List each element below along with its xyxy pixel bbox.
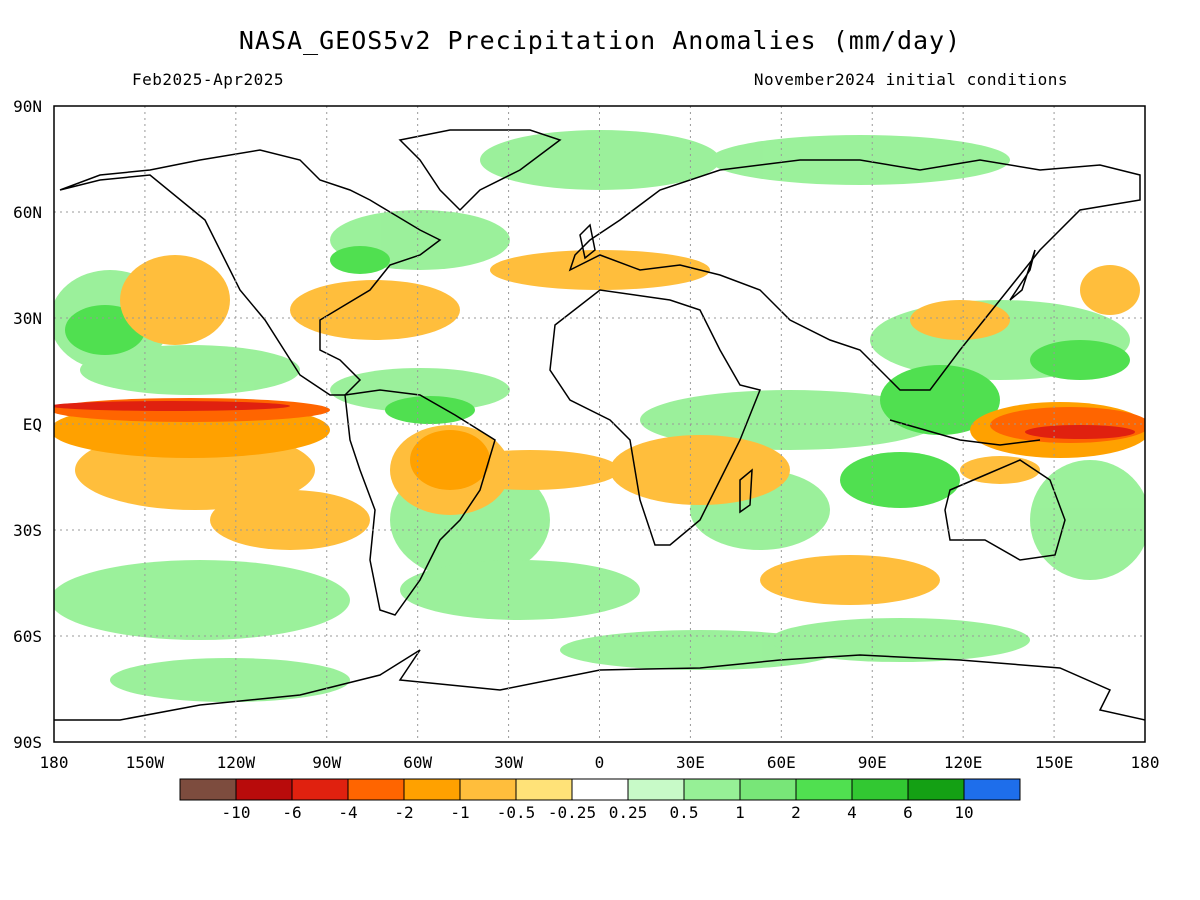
uk-coast (579, 223, 596, 260)
lon-label: 30E (676, 753, 705, 772)
colorbar-swatch (795, 778, 853, 801)
colorbar-label: -6 (282, 803, 301, 822)
grid-lines (54, 106, 1145, 742)
madagascar-coast (739, 468, 753, 514)
colorbar-label: 10 (954, 803, 973, 822)
dry-anomalies-extreme (54, 401, 1135, 439)
colorbar-swatch (291, 778, 349, 801)
colorbar-swatch (571, 778, 629, 801)
colorbar-label: 4 (847, 803, 857, 822)
lat-label: EQ (23, 415, 42, 434)
colorbar-label: 0.25 (609, 803, 648, 822)
colorbar-label: -0.5 (497, 803, 536, 822)
colorbar-swatch (515, 778, 573, 801)
lon-label: 60W (403, 753, 432, 772)
colorbar-label: -2 (394, 803, 413, 822)
lon-label: 120W (217, 753, 256, 772)
south-america-coast (344, 389, 496, 616)
forecast-period: Feb2025-Apr2025 (132, 70, 284, 89)
colorbar-label: -0.25 (548, 803, 596, 822)
lat-label: 30N (13, 309, 42, 328)
greenland-coast (398, 129, 562, 212)
lon-label: 180 (40, 753, 69, 772)
lat-label: 60S (13, 627, 42, 646)
lat-label: 30S (13, 521, 42, 540)
lon-label: 30W (494, 753, 523, 772)
colorbar-label: 0.5 (670, 803, 699, 822)
colorbar: -10 -6 -4 -2 -1 -0.5 -0.25 0.25 0.5 1 2 4 6 10 (179, 778, 1021, 822)
map-title: NASA_GEOS5v2 Precipitation Anomalies (mm… (238, 26, 962, 55)
colorbar-swatch (179, 778, 237, 801)
longitude-labels: 180 150W 120W 90W 60W 30W 0 30E 60E 90E 120E 150E 18… (40, 753, 1160, 772)
colorbar-swatch (403, 778, 461, 801)
colorbar-swatch (235, 778, 293, 801)
lat-label: 90N (13, 97, 42, 116)
colorbar-swatch (851, 778, 909, 801)
lon-label: 90W (312, 753, 341, 772)
colorbar-swatch (907, 778, 965, 801)
lon-label: 120E (944, 753, 983, 772)
wet-anomalies (54, 130, 1145, 702)
colorbar-label: 1 (735, 803, 745, 822)
japan-coast (1009, 249, 1036, 301)
map-frame (53, 105, 1146, 743)
colorbar-swatch (459, 778, 517, 801)
lon-label: 90E (858, 753, 887, 772)
lon-label: 0 (595, 753, 605, 772)
indonesia-coast (889, 419, 1041, 446)
latitude-labels: 90N 60N 30N EQ 30S 60S 90S (13, 97, 42, 752)
colorbar-swatch (347, 778, 405, 801)
colorbar-label: -1 (450, 803, 469, 822)
africa-coast (549, 289, 762, 546)
anomaly-field (54, 130, 1145, 702)
lon-label: 150E (1035, 753, 1074, 772)
lon-label: 60E (767, 753, 796, 772)
colorbar-swatch (683, 778, 741, 801)
north-america-coast (59, 149, 442, 396)
initial-conditions: November2024 initial conditions (753, 70, 1068, 89)
colorbar-swatch (739, 778, 797, 801)
colorbar-label: -4 (338, 803, 357, 822)
lat-label: 60N (13, 203, 42, 222)
colorbar-swatch (963, 778, 1021, 801)
colorbar-swatch (627, 778, 685, 801)
colorbar-label: -10 (222, 803, 251, 822)
colorbar-label: 6 (903, 803, 913, 822)
lon-label: 180 (1131, 753, 1160, 772)
colorbar-label: 2 (791, 803, 801, 822)
lon-label: 150W (126, 753, 165, 772)
lat-label: 90S (13, 733, 42, 752)
eurasia-coast (568, 159, 1141, 391)
